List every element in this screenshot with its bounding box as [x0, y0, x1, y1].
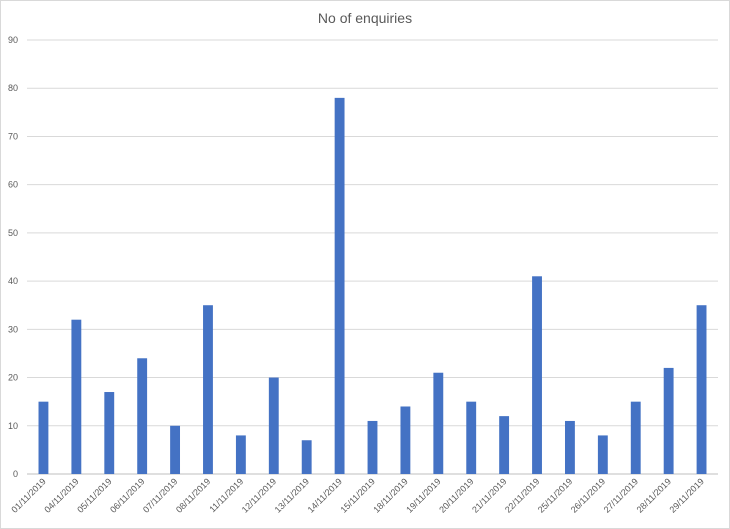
x-tick-label: 26/11/2019: [569, 476, 607, 514]
bars: [38, 97, 707, 474]
x-tick-label: 21/11/2019: [470, 476, 508, 514]
bar: [466, 401, 477, 474]
y-tick-label: 20: [8, 373, 18, 383]
x-tick-label: 07/11/2019: [141, 476, 179, 514]
x-tick-label: 01/11/2019: [9, 476, 47, 514]
y-tick-label: 30: [8, 324, 18, 334]
x-tick-label: 04/11/2019: [42, 476, 80, 514]
bar: [499, 416, 510, 474]
bar: [203, 305, 213, 474]
y-tick-label: 0: [13, 469, 18, 479]
bar: [597, 435, 608, 474]
bar: [268, 377, 279, 474]
x-tick-label: 29/11/2019: [668, 476, 706, 514]
x-tick-label: 12/11/2019: [240, 476, 278, 514]
bar: [334, 97, 345, 474]
x-tick-label: 22/11/2019: [503, 476, 541, 514]
y-tick-label: 40: [8, 276, 18, 286]
x-tick-label: 25/11/2019: [536, 476, 574, 514]
x-tick-label: 05/11/2019: [75, 476, 113, 514]
bar: [433, 372, 444, 474]
y-tick-label: 90: [8, 35, 18, 45]
bar: [663, 367, 674, 474]
y-tick-label: 50: [8, 228, 18, 238]
y-axis: 0 10 20 30 40 50 60 70 80 90: [8, 35, 18, 479]
bar: [170, 425, 181, 474]
y-tick-label: 60: [8, 180, 18, 190]
x-tick-label: 14/11/2019: [306, 476, 344, 514]
x-tick-label: 18/11/2019: [371, 476, 409, 514]
x-tick-label: 19/11/2019: [404, 476, 442, 514]
bar: [400, 406, 411, 474]
bar: [104, 392, 115, 474]
y-tick-label: 80: [8, 83, 18, 93]
y-tick-label: 10: [8, 421, 18, 431]
bar: [137, 358, 148, 474]
bar: [564, 420, 575, 474]
bar: [696, 305, 707, 474]
bar: [532, 276, 542, 474]
bar: [301, 440, 312, 474]
x-tick-label: 27/11/2019: [602, 476, 640, 514]
x-tick-label: 13/11/2019: [273, 476, 311, 514]
x-tick-label: 28/11/2019: [635, 476, 673, 514]
bar: [367, 420, 378, 474]
x-tick-label: 20/11/2019: [437, 476, 475, 514]
bar: [235, 435, 246, 474]
y-tick-label: 70: [8, 131, 18, 141]
x-axis: 01/11/201904/11/201905/11/201906/11/2019…: [9, 476, 706, 514]
bar: [38, 401, 49, 474]
bar: [630, 401, 641, 474]
x-tick-label: 06/11/2019: [108, 476, 146, 514]
gridlines: [27, 39, 718, 475]
x-tick-label: 08/11/2019: [174, 476, 212, 514]
x-tick-label: 15/11/2019: [338, 476, 376, 514]
bar: [71, 319, 82, 474]
chart-title: No of enquiries: [318, 10, 412, 26]
